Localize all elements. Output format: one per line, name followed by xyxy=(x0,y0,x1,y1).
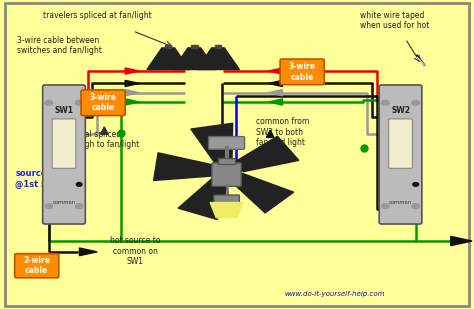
Circle shape xyxy=(382,204,389,209)
FancyBboxPatch shape xyxy=(280,59,324,85)
FancyBboxPatch shape xyxy=(81,90,125,116)
FancyBboxPatch shape xyxy=(379,85,422,224)
Text: travelers spliced at fan/light: travelers spliced at fan/light xyxy=(43,11,151,20)
Bar xyxy=(191,45,198,48)
Polygon shape xyxy=(147,48,190,70)
Text: source
@1st switch: source @1st switch xyxy=(15,169,72,189)
Bar xyxy=(215,45,221,48)
Text: 3-wire
cable: 3-wire cable xyxy=(289,62,316,82)
Circle shape xyxy=(75,204,83,209)
Polygon shape xyxy=(125,99,139,105)
Polygon shape xyxy=(268,68,283,74)
Polygon shape xyxy=(125,80,139,87)
Text: white wire taped
when used for hot: white wire taped when used for hot xyxy=(360,11,429,30)
Text: common: common xyxy=(53,200,75,205)
Circle shape xyxy=(75,100,83,105)
Polygon shape xyxy=(197,48,239,70)
Polygon shape xyxy=(125,90,139,96)
Text: common: common xyxy=(389,200,412,205)
Circle shape xyxy=(45,100,53,105)
Circle shape xyxy=(76,183,82,186)
Text: www.do-it-yourself-help.com: www.do-it-yourself-help.com xyxy=(284,290,385,297)
Polygon shape xyxy=(451,236,472,246)
Text: 3-wire
cable: 3-wire cable xyxy=(90,93,117,112)
Text: 2-wire
cable: 2-wire cable xyxy=(23,256,50,275)
Text: 3-wire cable between
switches and fan/light: 3-wire cable between switches and fan/li… xyxy=(17,36,101,55)
Circle shape xyxy=(45,204,53,209)
Text: SW1: SW1 xyxy=(55,107,73,116)
Polygon shape xyxy=(191,123,233,163)
Text: neutral spliced
through to fan/light: neutral spliced through to fan/light xyxy=(64,130,139,149)
Bar xyxy=(165,45,172,48)
FancyBboxPatch shape xyxy=(15,254,59,278)
Polygon shape xyxy=(178,178,228,219)
Text: common from
SW2 to both
fan and light
hot wires: common from SW2 to both fan and light ho… xyxy=(256,117,309,158)
Bar xyxy=(218,158,235,164)
FancyBboxPatch shape xyxy=(389,119,412,168)
FancyBboxPatch shape xyxy=(214,195,239,203)
FancyBboxPatch shape xyxy=(43,85,85,224)
Polygon shape xyxy=(235,136,299,172)
Text: SW2: SW2 xyxy=(391,107,410,116)
Circle shape xyxy=(412,100,419,105)
Text: hot source to
common on
SW1: hot source to common on SW1 xyxy=(110,236,160,266)
Polygon shape xyxy=(210,202,243,218)
Circle shape xyxy=(413,183,419,186)
Polygon shape xyxy=(266,130,274,138)
FancyBboxPatch shape xyxy=(212,163,241,186)
FancyBboxPatch shape xyxy=(52,119,76,168)
Polygon shape xyxy=(100,127,108,134)
Polygon shape xyxy=(231,174,294,213)
FancyBboxPatch shape xyxy=(209,137,245,149)
Polygon shape xyxy=(125,68,139,74)
Circle shape xyxy=(382,100,389,105)
Polygon shape xyxy=(154,153,213,180)
Circle shape xyxy=(412,204,419,209)
Polygon shape xyxy=(173,48,216,70)
Polygon shape xyxy=(79,248,97,256)
Polygon shape xyxy=(268,90,283,96)
Polygon shape xyxy=(268,99,283,105)
Polygon shape xyxy=(117,105,125,113)
Polygon shape xyxy=(268,80,283,87)
